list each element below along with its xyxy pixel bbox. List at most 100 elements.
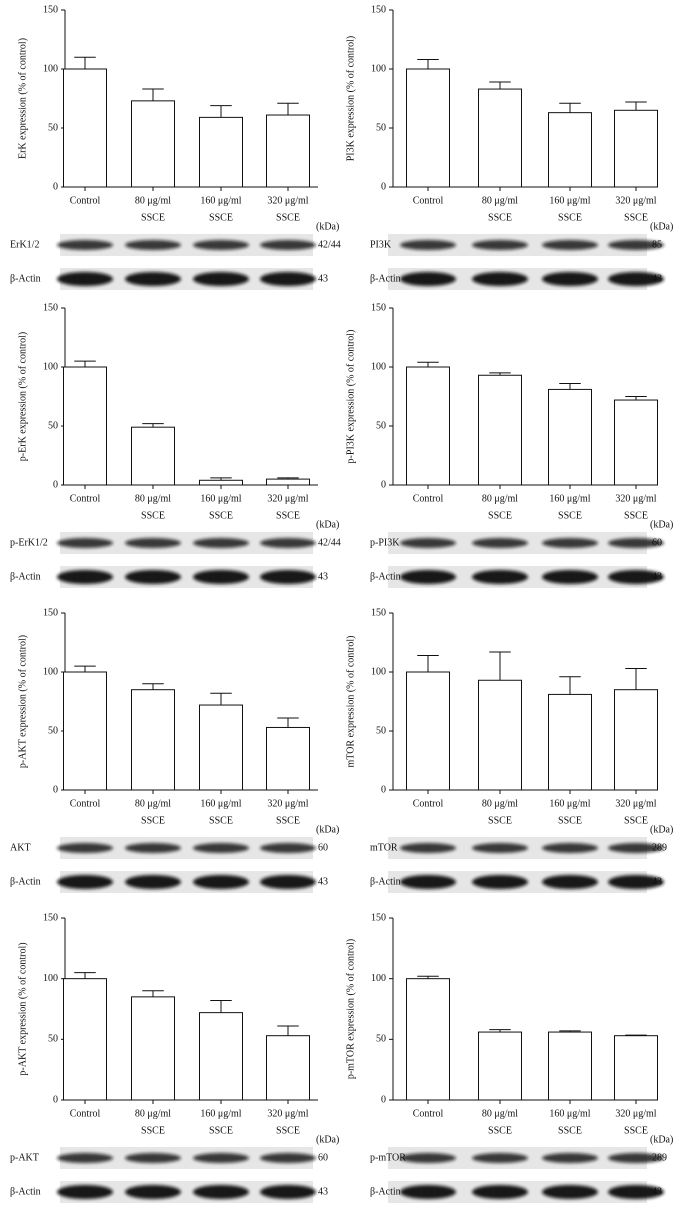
bar [478,88,522,188]
blot-band [193,538,249,548]
y-axis-label: p-mTOR expression (% of control) [345,939,356,1079]
x-tick-label: SSCE [488,510,512,521]
blot-band [193,875,249,889]
x-tick-label: SSCE [209,212,233,223]
blot-band [260,1153,316,1163]
bar [131,996,175,1101]
y-tick-label: 100 [43,63,58,74]
blot-band [400,875,456,889]
y-tick-label: 50 [48,420,58,431]
x-tick-label: Control [70,195,101,206]
error-bar [74,665,96,672]
y-tick-label: 150 [43,4,58,15]
y-tick-label: 0 [53,784,58,795]
blot-band [608,570,664,584]
error-bar [277,1025,299,1036]
x-tick-label: 80 μg/ml [135,493,171,504]
error-bar [559,102,581,113]
y-tick-label: 50 [376,420,386,431]
blot-band [542,272,598,286]
x-tick-label: 160 μg/ml [200,493,241,504]
x-tick-label: SSCE [488,1125,512,1136]
blot-label: β-Actin [10,1186,41,1197]
blot-label: p-PI3K [370,537,400,548]
x-tick-label: SSCE [624,510,648,521]
x-tick-label: Control [413,195,444,206]
bar [131,426,175,486]
error-bar [74,360,96,367]
bar [548,388,592,486]
error-bar [74,56,96,69]
error-bar [489,651,511,681]
blot-band [608,843,664,853]
blot-label: β-Actin [370,273,401,284]
bar [199,479,243,486]
blot-band [57,1153,113,1163]
blot-label: mTOR [370,842,398,853]
blot-band [472,1185,528,1199]
x-tick-label: SSCE [624,212,648,223]
y-tick-label: 0 [381,479,386,490]
error-bar [142,990,164,997]
blot-band [57,875,113,889]
blot-band [472,843,528,853]
blot-strip [60,234,313,256]
bar [548,1031,592,1101]
x-tick-label: SSCE [558,510,582,521]
blot-kda: 43 [652,571,662,582]
blot-unit: (kDa) [650,824,673,835]
y-tick-label: 0 [381,1094,386,1105]
blot-kda: 289 [652,842,667,853]
x-tick-label: 80 μg/ml [135,195,171,206]
error-bar [210,477,232,481]
blot-kda: 43 [318,1186,328,1197]
bar [614,399,658,486]
blot-band [125,875,181,889]
blot-band [193,1153,249,1163]
bar [406,671,450,791]
blot-label: ErK1/2 [10,239,39,250]
y-tick-label: 100 [371,361,386,372]
bar [266,478,310,486]
y-tick-label: 50 [376,1034,386,1045]
bar [199,1012,243,1101]
blot-kda: 60 [318,1152,328,1163]
blot-unit: (kDa) [316,824,339,835]
blot-band [472,875,528,889]
y-tick-label: 150 [43,912,58,923]
blot-kda: 42/44 [318,239,341,250]
error-bar [489,1029,511,1033]
error-bar [142,423,164,428]
blot-label: β-Actin [10,876,41,887]
error-bar [559,1030,581,1033]
x-tick-label: 320 μg/ml [267,493,308,504]
bar [406,366,450,486]
blot-unit: (kDa) [650,1134,673,1145]
blot-band [542,240,598,250]
error-bar [625,101,647,111]
x-tick-label: Control [70,1108,101,1119]
bar [478,374,522,486]
x-tick-label: SSCE [141,815,165,826]
blot-band [125,240,181,250]
x-tick-label: 320 μg/ml [615,798,656,809]
blot-band [260,538,316,548]
blot-strip [60,871,313,893]
y-tick-label: 150 [371,4,386,15]
y-tick-label: 0 [53,1094,58,1105]
bar [131,689,175,791]
error-bar [417,59,439,69]
blot-band [472,538,528,548]
x-tick-label: 160 μg/ml [549,195,590,206]
y-tick-label: 100 [43,973,58,984]
blot-band [125,1153,181,1163]
blot-strip [60,1147,313,1169]
blot-band [542,1153,598,1163]
blot-label: p-AKT [10,1152,39,1163]
y-axis-label: p-AKT expression (% of control) [17,635,28,768]
blot-band [193,272,249,286]
blot-kda: 85 [652,239,662,250]
error-bar [559,676,581,695]
blot-band [125,272,181,286]
bar [478,1031,522,1101]
